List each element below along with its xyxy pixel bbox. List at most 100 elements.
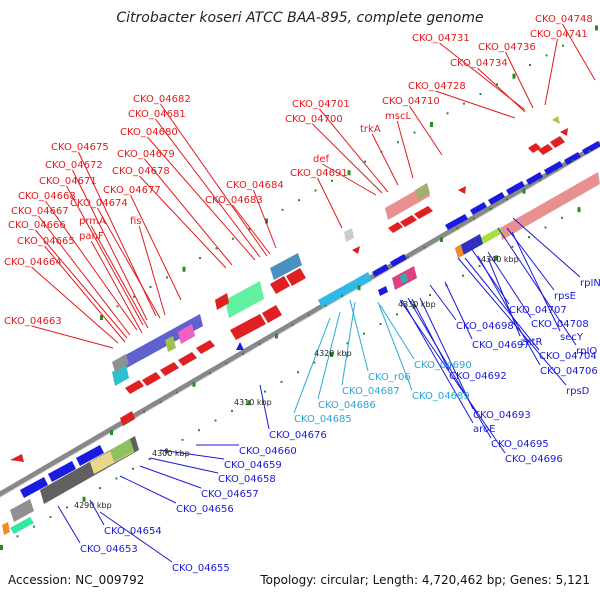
scale-tick: [159, 401, 162, 404]
leader-line: [139, 465, 202, 489]
scale-tick: [407, 256, 409, 259]
scale-tick: [247, 400, 251, 406]
gene-feature: [552, 116, 560, 124]
scale-tick: [412, 303, 416, 309]
gene-label-cko-04689: CKO_04689: [412, 391, 470, 402]
scale-tick: [346, 342, 349, 345]
scale-tick: [511, 245, 514, 248]
scale-tick: [264, 390, 266, 393]
leader-line: [293, 317, 331, 414]
gene-label-cko-04679: CKO_04679: [117, 149, 175, 160]
leader-line: [252, 189, 277, 249]
gene-feature: [10, 454, 24, 462]
gene-label-cko-04665: CKO_04665: [17, 236, 75, 247]
scale-tick: [298, 199, 300, 202]
leader-line: [317, 311, 341, 400]
scale-tick: [363, 332, 365, 335]
gene-label-cko-04704: CKO_04704: [539, 351, 597, 362]
reverse-genes-mid: [372, 254, 407, 277]
gene-label-cko-04666: CKO_04666: [8, 220, 66, 231]
leader-line: [259, 384, 270, 430]
scale-tick: [231, 409, 233, 412]
gene-label-rpse: rpsE: [554, 291, 576, 302]
leader-line: [119, 475, 177, 504]
gene-band: [112, 364, 129, 386]
scale-tick: [192, 381, 196, 387]
gene-label-cko-04707: CKO_04707: [509, 305, 567, 316]
gene-feature: [2, 522, 10, 535]
gene-label-cko-04686: CKO_04686: [318, 400, 376, 411]
gene-label-cko-04655: CKO_04655: [172, 563, 230, 574]
forward-genes-left: [230, 268, 306, 340]
gene-label-cko-04728: CKO_04728: [408, 81, 466, 92]
leader-line: [396, 120, 414, 179]
gene-label-rpin: rpIN: [580, 278, 600, 289]
leader-line: [97, 207, 161, 319]
scale-tick: [313, 361, 316, 364]
gene-label-def: def: [313, 154, 330, 165]
gene-label-trka: trkA: [360, 124, 381, 135]
leader-line: [45, 200, 138, 331]
scale-tick: [539, 179, 541, 182]
leader-line: [411, 298, 450, 371]
gene-label-panf: panF: [79, 231, 104, 242]
scale-tick: [281, 208, 284, 211]
leader-line: [321, 163, 377, 196]
leader-line: [160, 103, 268, 257]
scale-tick: [248, 228, 251, 231]
leader-line: [377, 301, 413, 391]
gene-label-cko-04653: CKO_04653: [80, 544, 138, 555]
map-title: Citrobacter koseri ATCC BAA-895, complet…: [116, 10, 484, 26]
leader-line: [435, 90, 516, 119]
genome-backbone: [0, 140, 600, 498]
scale-tick: [214, 419, 217, 422]
leader-line: [99, 511, 173, 563]
scale-tick: [291, 323, 294, 326]
gene-label-cko-04741: CKO_04741: [530, 29, 588, 40]
leader-line: [44, 245, 126, 343]
leader-line: [512, 217, 581, 278]
label-leader-lines: [31, 23, 596, 563]
gene-label-cko-04692: CKO_04692: [449, 371, 507, 382]
scale-tick: [555, 169, 558, 172]
gene-label-cko-04668: CKO_04668: [18, 191, 76, 202]
gene-label-cko-04748: CKO_04748: [535, 14, 593, 25]
gene-label-cko-04708: CKO_04708: [531, 319, 589, 330]
scale-tick: [577, 207, 581, 213]
scale-tick: [132, 467, 134, 470]
scale-tick: [578, 35, 581, 38]
scale-tick: [506, 198, 508, 201]
scale-label: 4300 kbp: [152, 449, 190, 458]
reverse-genes-bottom-left: [20, 445, 104, 498]
leader-line: [38, 215, 131, 336]
gene-label-cko-04671: CKO_04671: [39, 176, 97, 187]
scale-tick: [430, 121, 433, 127]
leader-line: [232, 204, 271, 255]
reverse-genes-top-right: [445, 141, 600, 230]
gene-feature: [352, 246, 360, 254]
gene-label-cko-04658: CKO_04658: [218, 474, 276, 485]
scale-tick: [99, 487, 101, 490]
leader-line: [407, 297, 492, 439]
leader-line: [511, 231, 561, 332]
gene-band: [415, 183, 430, 200]
scale-tick: [0, 545, 3, 550]
gene-label-cko-04698: CKO_04698: [456, 321, 514, 332]
leader-line: [419, 297, 474, 410]
scale-tick: [473, 217, 475, 220]
leader-line: [138, 225, 166, 316]
leader-line: [35, 229, 128, 339]
scale-label: 4320 kbp: [314, 349, 352, 358]
gene-label-cko-04656: CKO_04656: [176, 504, 234, 515]
leader-line: [429, 284, 457, 321]
gene-label-cko-04701: CKO_04701: [292, 99, 350, 110]
leader-line: [57, 505, 81, 544]
scale-tick: [100, 315, 103, 320]
scale-tick: [397, 141, 399, 144]
gene-label-cko-04660: CKO_04660: [239, 446, 297, 457]
leader-line: [319, 108, 389, 193]
leader-line: [159, 449, 225, 460]
leader-line: [349, 299, 369, 372]
scale-tick: [544, 226, 547, 229]
